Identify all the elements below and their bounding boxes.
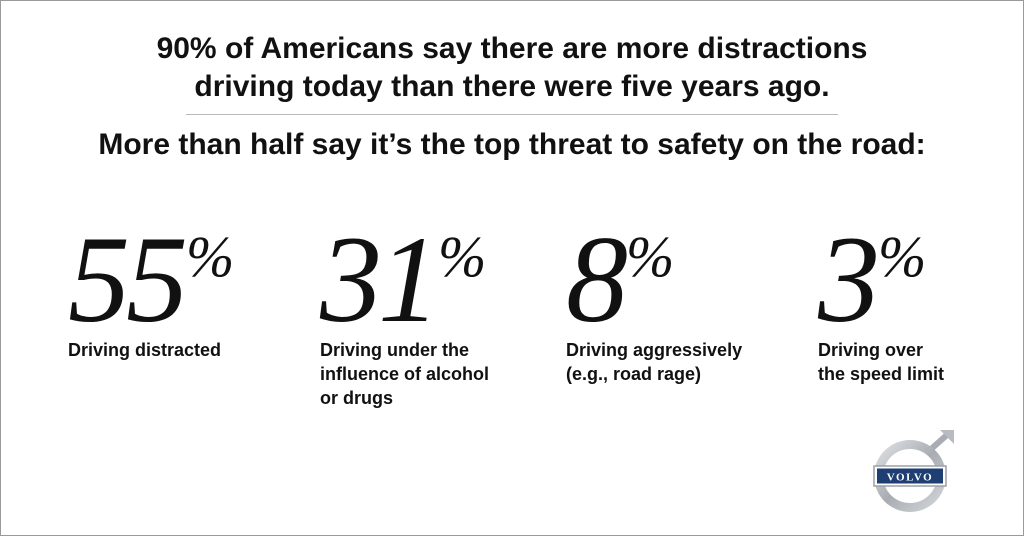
percent-sign: %: [626, 224, 675, 289]
headline-line-1: 90% of Americans say there are more dist…: [156, 32, 868, 65]
percent-sign: %: [438, 224, 487, 289]
stat-label-line: the speed limit: [818, 364, 945, 384]
stat-label-line: or drugs: [320, 388, 394, 408]
stat-value: 31%: [320, 218, 489, 342]
stat-label-line: influence of alcohol: [320, 364, 490, 384]
stat-aggressive: 8% Driving aggressively (e.g., road rage…: [566, 218, 742, 386]
headline: 90% of Americans say there are more dist…: [0, 30, 1024, 106]
stat-label: Driving distracted: [68, 338, 234, 362]
stat-label: Driving under the influence of alcohol o…: [320, 338, 489, 410]
stat-label-line: Driving aggressively: [566, 340, 743, 360]
stat-value: 8%: [566, 218, 742, 342]
stat-value: 55%: [68, 218, 235, 342]
volvo-logo: VOLVO: [868, 428, 958, 518]
volvo-iron-mark-icon: VOLVO: [873, 430, 954, 512]
stat-label-line: (e.g., road rage): [566, 364, 702, 384]
stat-dui: 31% Driving under the influence of alcoh…: [320, 218, 489, 410]
headline-line-2: driving today than there were five years…: [194, 70, 830, 103]
stat-number: 31: [320, 211, 440, 348]
percent-sign: %: [878, 224, 927, 289]
logo-wordmark: VOLVO: [887, 472, 933, 484]
stat-label: Driving over the speed limit: [818, 338, 944, 386]
stat-number: 8: [566, 211, 628, 348]
divider: [186, 114, 838, 115]
stat-number: 55: [68, 211, 188, 348]
stat-label: Driving aggressively (e.g., road rage): [566, 338, 742, 386]
stat-value: 3%: [818, 218, 944, 342]
stat-distracted: 55% Driving distracted: [68, 218, 235, 362]
stat-label-line: Driving distracted: [68, 340, 222, 360]
percent-sign: %: [186, 224, 235, 289]
subheadline: More than half say it’s the top threat t…: [98, 128, 926, 161]
stat-speeding: 3% Driving over the speed limit: [818, 218, 944, 386]
stat-label-line: Driving over: [818, 340, 924, 360]
stat-label-line: Driving under the: [320, 340, 470, 360]
stat-number: 3: [818, 211, 880, 348]
